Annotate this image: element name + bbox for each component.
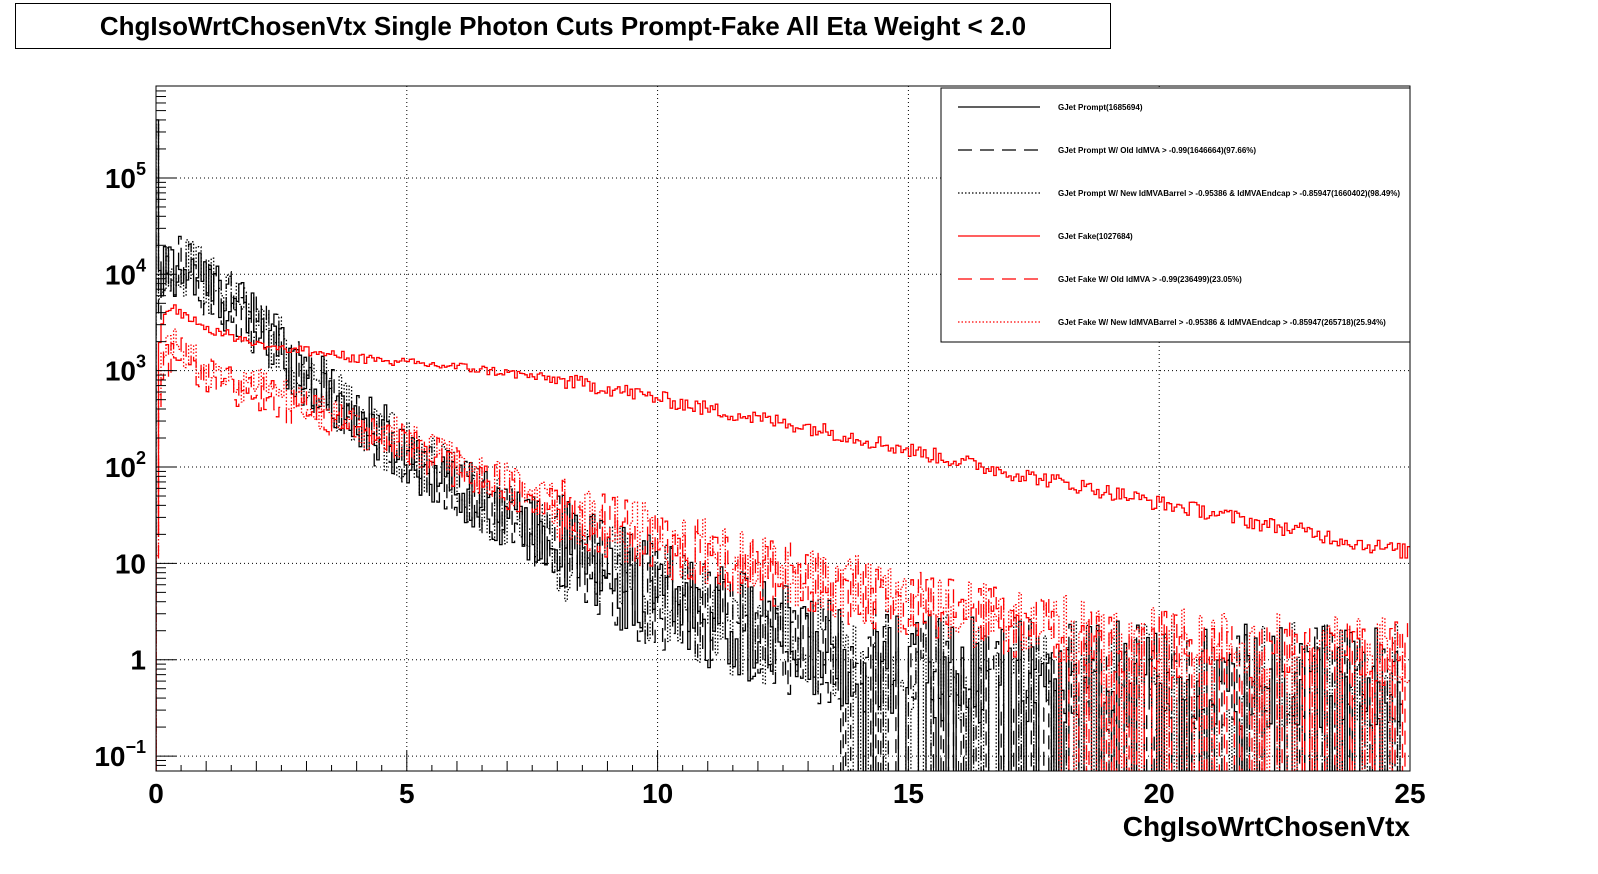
legend: GJet Prompt(1685694) GJet Prompt W/ Old I… [940,87,1411,343]
series-line [156,119,1403,771]
chart-title: ChgIsoWrtChosenVtx Single Photon Cuts Pr… [15,3,1111,49]
legend-label: GJet Prompt W/ Old IdMVA > -0.99(1646664… [1058,146,1256,155]
x-tick-label: 20 [1144,778,1175,809]
y-tick-label: 103 [105,352,146,387]
series-line [156,328,1410,771]
x-tick-label: 10 [642,778,673,809]
y-tick-label: 1 [130,645,146,676]
legend-label: GJet Fake W/ New IdMVABarrel > -0.95386 … [1058,318,1386,327]
legend-label: GJet Prompt W/ New IdMVABarrel > -0.9538… [1058,189,1400,198]
series-group [156,119,1410,771]
x-tick-label: 0 [148,778,164,809]
legend-label: GJet Fake W/ Old IdMVA > -0.99(236499)(2… [1058,275,1242,284]
y-tick-label: 105 [105,159,146,194]
x-axis-title: ChgIsoWrtChosenVtx [1123,811,1411,842]
series-line [156,304,1410,771]
legend-box [940,87,1411,343]
y-tick-label: 10 [115,548,146,579]
legend-label: GJet Fake(1027684) [1058,232,1133,241]
x-tick-label: 25 [1394,778,1425,809]
axes: 0 5 10 15 20 25 10−1 1 10 102 103 104 105 [94,85,1426,809]
x-tick-label: 15 [893,778,924,809]
x-tick-label: 5 [399,778,415,809]
legend-label: GJet Prompt(1685694) [1058,103,1143,112]
y-tick-label: 104 [105,255,146,290]
y-tick-label: 10−1 [94,737,146,772]
y-tick-label: 102 [105,448,146,483]
